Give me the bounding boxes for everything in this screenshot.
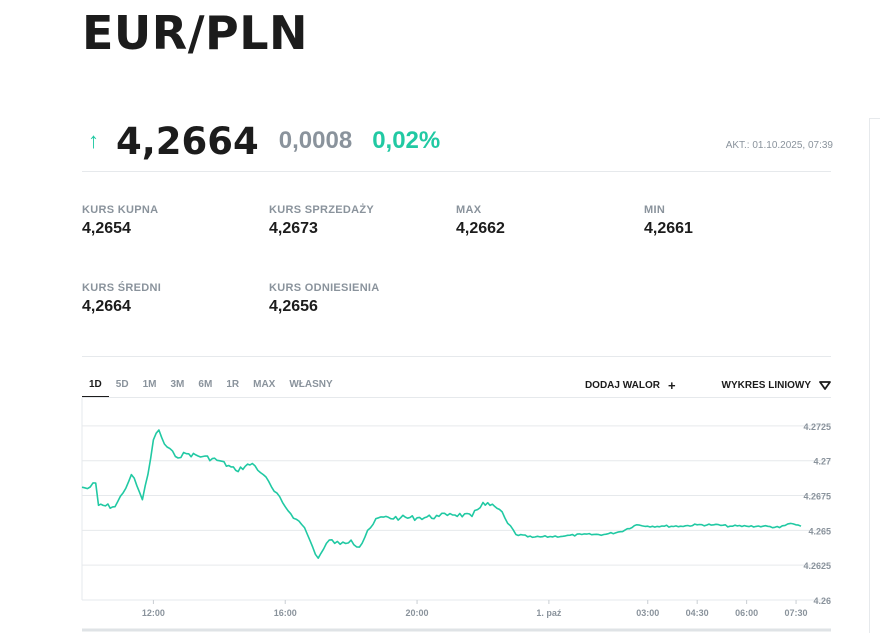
price-series-line <box>81 429 802 559</box>
chart-type-label: WYKRES LINIOWY <box>721 380 811 391</box>
y-tick-label: 4.2625 <box>803 561 831 571</box>
x-tick-label: 1. paź <box>536 608 562 618</box>
tab-3m[interactable]: 3M <box>170 379 185 390</box>
triangle-down-icon <box>819 380 831 390</box>
chart-tools: DODAJ WALOR + WYKRES LINIOWY <box>585 378 831 393</box>
stat-label: KURS SPRZEDAŻY <box>269 204 375 216</box>
stat-label: KURS ŚREDNI <box>82 282 162 294</box>
tab-max[interactable]: MAX <box>253 379 276 390</box>
stat-mid-rate: KURS ŚREDNI 4,2664 <box>82 282 161 316</box>
page-title: EUR/PLN <box>82 6 309 60</box>
tab-6m[interactable]: 6M <box>198 379 213 390</box>
tab-custom[interactable]: WŁASNY <box>289 379 333 390</box>
stat-value: 4,2673 <box>269 220 318 237</box>
price-change: 0,0008 <box>278 127 353 154</box>
stat-min: MIN 4,2661 <box>644 204 693 238</box>
x-tick-label: 04:30 <box>686 608 709 618</box>
chart-type-dropdown[interactable]: WYKRES LINIOWY <box>722 380 831 391</box>
x-tick-label: 16:00 <box>274 608 297 618</box>
y-tick-label: 4.265 <box>808 526 831 536</box>
x-tick-label: 03:00 <box>636 608 659 618</box>
last-updated: AKT.: 01.10.2025, 07:39 <box>725 139 833 151</box>
y-tick-label: 4.26 <box>813 596 831 606</box>
y-tick-label: 4.27 <box>813 457 831 467</box>
price-chart[interactable]: 4.2725 4.27 4.2675 4.265 4.2625 4.26 12:00 16:0… <box>0 398 880 632</box>
divider <box>82 356 831 357</box>
plus-icon: + <box>667 378 676 393</box>
y-tick-label: 4.2725 <box>803 422 831 432</box>
x-tick-label: 12:00 <box>142 608 165 618</box>
stat-value: 4,2661 <box>644 220 693 237</box>
stat-reference-rate: KURS ODNIESIENIA 4,2656 <box>269 282 380 316</box>
arrow-up-icon: ↑ <box>88 128 99 153</box>
stat-value: 4,2656 <box>269 298 318 315</box>
stat-value: 4,2662 <box>456 220 505 237</box>
stat-value: 4,2664 <box>82 298 131 315</box>
stat-value: 4,2654 <box>82 220 131 237</box>
tab-1r[interactable]: 1R <box>226 379 240 390</box>
side-panel-edge <box>869 118 880 633</box>
quote-header: ↑ 4,2664 0,0008 0,02% AKT.: 01.10.2025, … <box>88 118 833 164</box>
current-price: 4,2664 <box>116 119 259 163</box>
tab-1d[interactable]: 1D <box>82 373 109 398</box>
stat-buy-rate: KURS KUPNA 4,2654 <box>82 204 158 238</box>
x-tick-label: 06:00 <box>735 608 758 618</box>
add-instrument-button[interactable]: DODAJ WALOR + <box>585 378 676 393</box>
stat-label: MAX <box>456 204 482 216</box>
tab-5d[interactable]: 5D <box>115 379 129 390</box>
add-instrument-label: DODAJ WALOR <box>584 380 660 391</box>
stat-label: KURS ODNIESIENIA <box>269 282 380 294</box>
price-change-percent: 0,02% <box>372 127 441 154</box>
stat-sell-rate: KURS SPRZEDAŻY 4,2673 <box>269 204 374 238</box>
stat-label: MIN <box>644 204 666 216</box>
stat-max: MAX 4,2662 <box>456 204 505 238</box>
stat-label: KURS KUPNA <box>82 204 159 216</box>
range-tabs: 1D 5D 1M 3M 6M 1R MAX WŁASNY <box>82 373 340 398</box>
divider <box>82 397 831 398</box>
tab-1m[interactable]: 1M <box>142 379 157 390</box>
x-tick-label: 20:00 <box>406 608 429 618</box>
y-tick-label: 4.2675 <box>803 492 831 502</box>
divider <box>82 171 831 172</box>
x-tick-label: 07:30 <box>785 608 808 618</box>
